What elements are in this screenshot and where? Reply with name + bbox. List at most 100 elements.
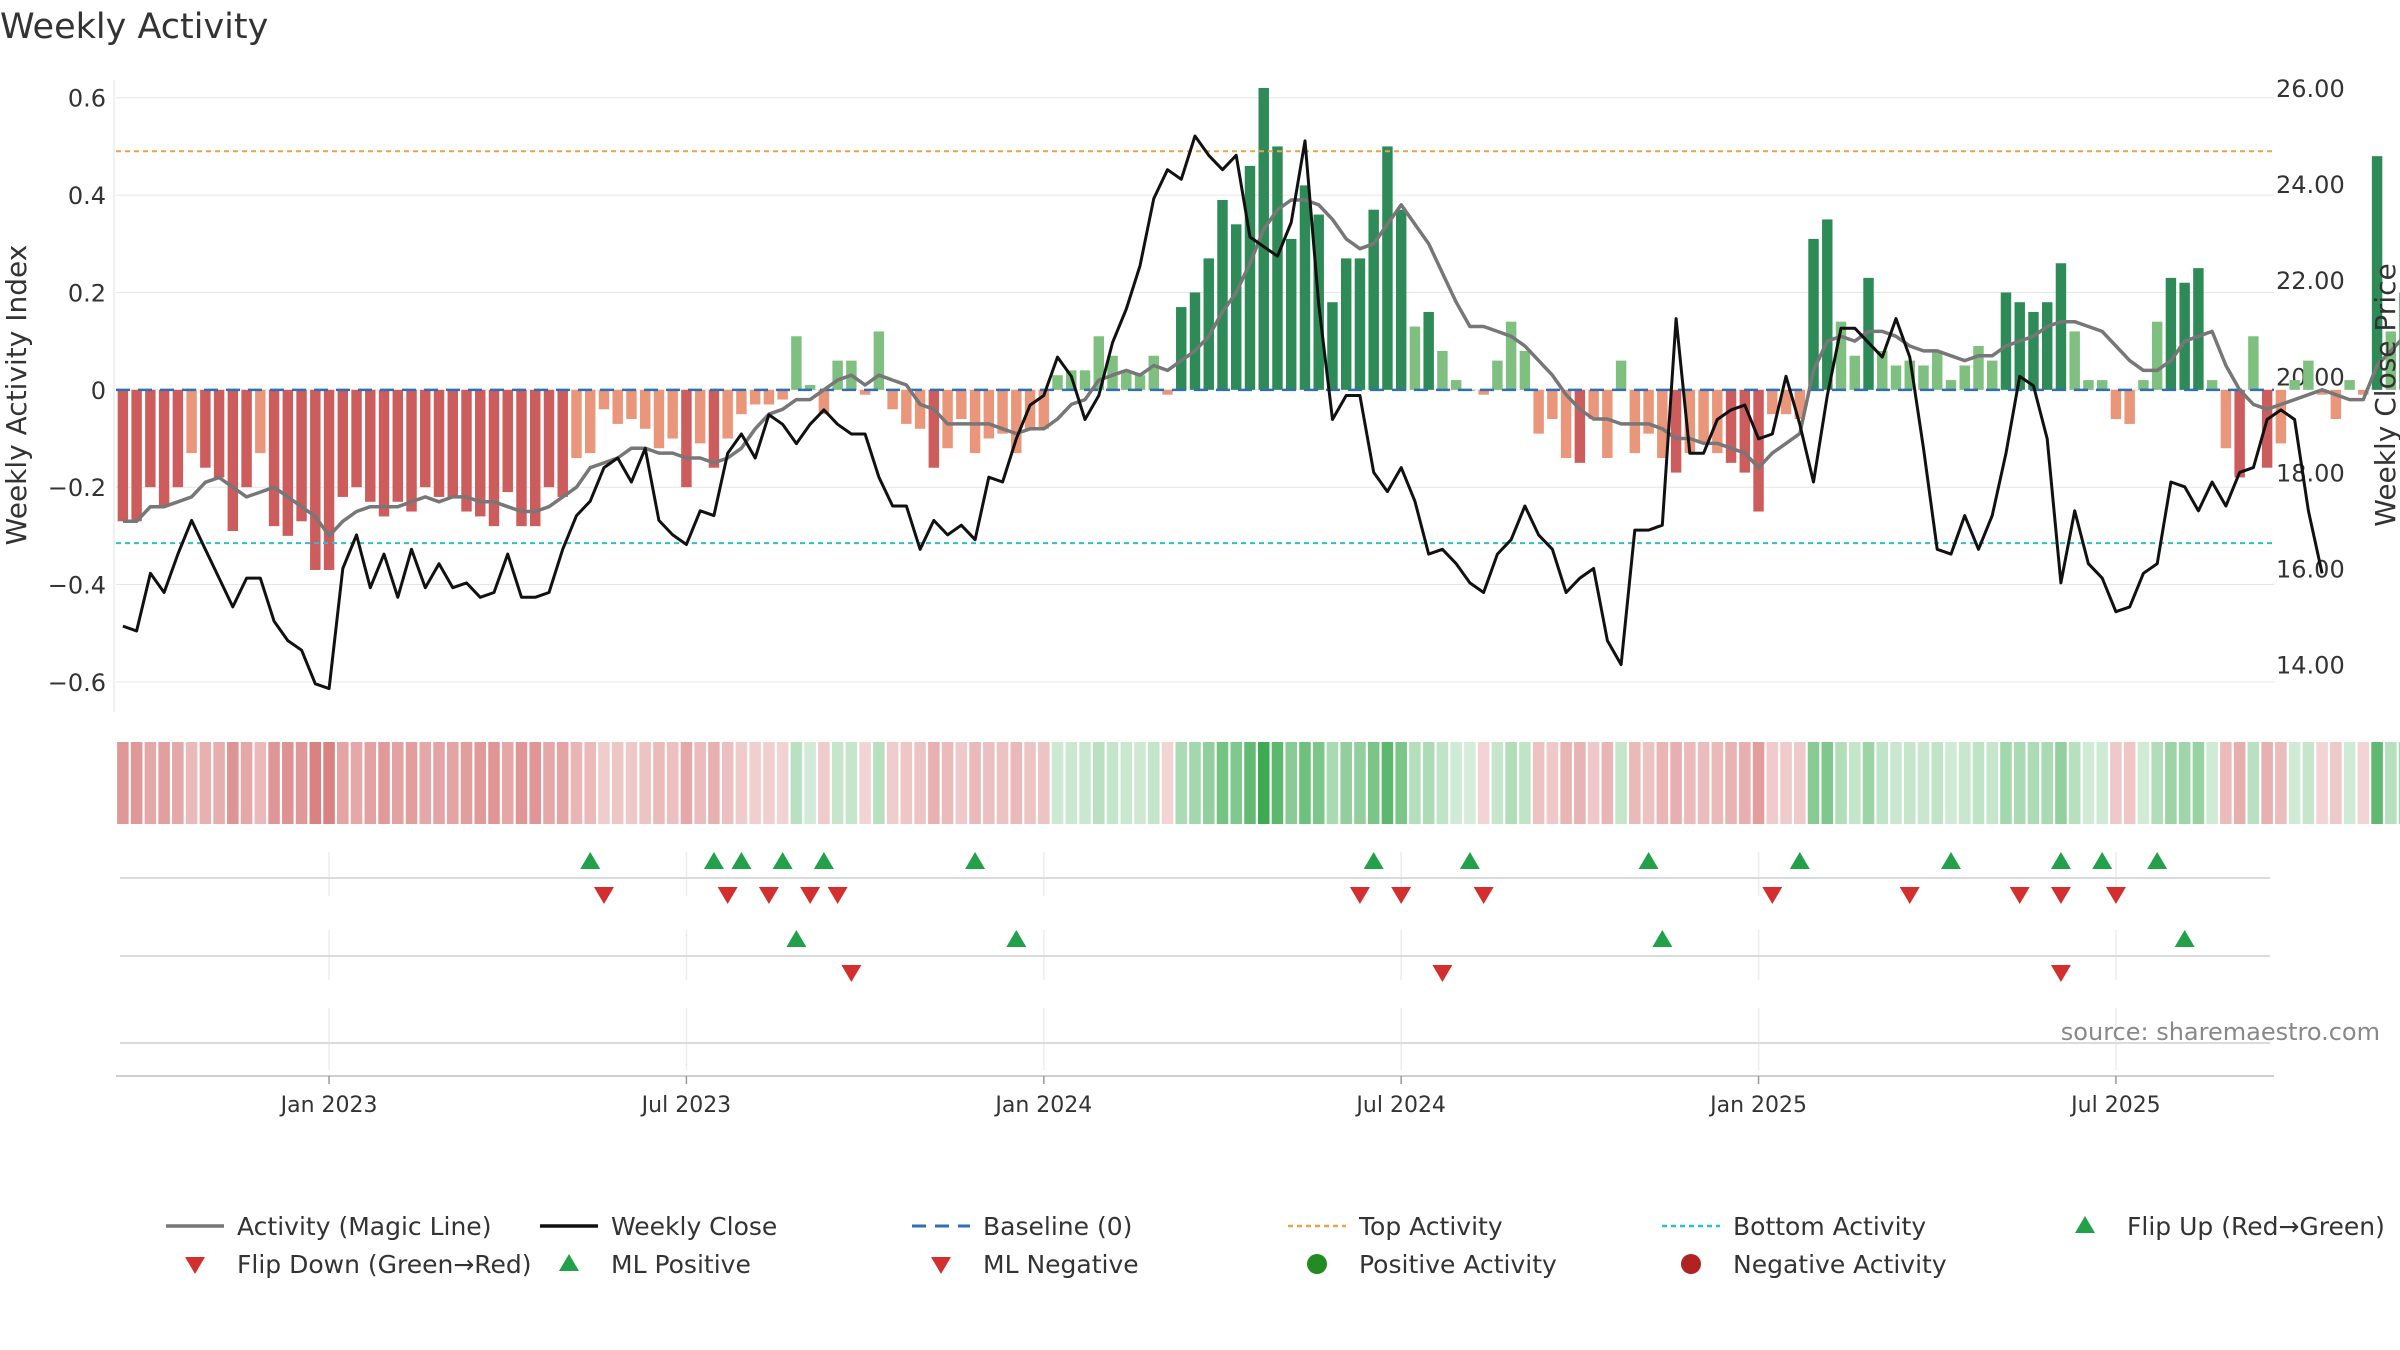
heat-cell xyxy=(818,742,830,824)
activity-bar xyxy=(2289,380,2300,390)
flip-down-marker xyxy=(800,887,821,904)
heat-cell xyxy=(831,742,844,824)
activity-bar xyxy=(2248,336,2259,390)
heat-cell xyxy=(928,742,940,824)
activity-bar xyxy=(956,389,967,420)
flip-up-marker xyxy=(1363,852,1384,869)
activity-bar xyxy=(2000,292,2012,390)
activity-bar xyxy=(598,389,610,410)
heat-cell xyxy=(1532,742,1545,824)
activity-bar xyxy=(516,389,527,527)
activity-bar xyxy=(818,389,830,415)
heat-cell xyxy=(1821,742,1834,824)
activity-bar xyxy=(1945,380,1957,390)
activity-bar xyxy=(2234,389,2245,478)
heat-cell xyxy=(1807,742,1820,824)
heat-cell xyxy=(639,742,651,824)
heat-cell xyxy=(1711,742,1724,824)
heat-cell xyxy=(405,742,418,824)
activity-bar xyxy=(749,389,761,405)
heat-cell xyxy=(378,742,390,824)
heat-cell xyxy=(735,742,748,824)
y-right-tick-label: 16.00 xyxy=(2276,555,2345,583)
activity-bar xyxy=(1285,238,1297,390)
heat-cell xyxy=(763,742,775,824)
activity-bar xyxy=(736,389,747,415)
chart-title: Weekly Activity xyxy=(0,7,268,47)
legend: Activity (Magic Line) Weekly Close Baselin… xyxy=(166,1212,2385,1279)
activity-bar xyxy=(543,389,555,488)
heat-cell xyxy=(584,742,596,824)
activity-bar xyxy=(117,389,129,522)
activity-bar xyxy=(722,389,733,439)
heat-cell xyxy=(2013,742,2026,824)
flip-down-marker xyxy=(1899,887,1920,904)
heat-cell xyxy=(1876,742,1889,824)
heat-cell xyxy=(1574,742,1586,824)
heat-cell xyxy=(1161,742,1174,824)
activity-bar xyxy=(1643,389,1654,434)
activity-bar xyxy=(241,389,252,488)
heat-cell xyxy=(460,742,473,824)
activity-bar xyxy=(763,389,775,405)
legend-swatch xyxy=(185,1257,205,1274)
heat-cell xyxy=(790,742,803,824)
heat-cell xyxy=(1051,742,1064,824)
ml-signal-panel xyxy=(120,930,2270,982)
activity-bar xyxy=(1052,375,1063,390)
flip-down-marker xyxy=(2009,887,2030,904)
heat-cell xyxy=(199,742,212,824)
heat-cell xyxy=(1216,742,1229,824)
activity-bar xyxy=(1176,307,1187,390)
heat-cell xyxy=(2178,742,2191,824)
activity-bar xyxy=(1162,389,1173,395)
heat-cell xyxy=(1835,742,1847,824)
y-left-tick-label: 0.2 xyxy=(68,279,106,307)
magic-line xyxy=(122,198,2400,538)
heat-cell xyxy=(1189,742,1201,824)
activity-bar xyxy=(255,389,266,454)
heat-cell xyxy=(1491,742,1504,824)
activity-bar xyxy=(557,389,568,497)
heat-cell xyxy=(2233,742,2246,824)
y-left-tick-label: 0.4 xyxy=(68,182,106,210)
heat-cell xyxy=(611,742,624,824)
activity-bar xyxy=(310,389,321,570)
activity-bar xyxy=(1602,389,1613,458)
heat-cell xyxy=(2357,742,2370,824)
flip-up-marker xyxy=(703,852,724,869)
activity-bar xyxy=(1231,224,1242,390)
heat-cell xyxy=(1615,742,1627,824)
heat-cell xyxy=(1381,742,1394,824)
y-right-tick-label: 26.00 xyxy=(2276,75,2345,103)
activity-bar xyxy=(901,389,912,424)
activity-bar xyxy=(2124,389,2135,424)
heat-cell xyxy=(2000,742,2012,824)
activity-bar xyxy=(2261,389,2273,468)
activity-bar xyxy=(227,389,239,532)
activity-bar xyxy=(1629,389,1641,454)
y-left-tick-label: 0 xyxy=(91,377,106,405)
heat-cell xyxy=(1903,742,1916,824)
heat-cell xyxy=(268,742,280,824)
heat-cell xyxy=(323,742,335,824)
activity-bar xyxy=(571,389,582,458)
activity-bar xyxy=(1148,355,1159,390)
activity-bar xyxy=(2179,282,2190,390)
heat-cell xyxy=(240,742,253,824)
flip-up-marker xyxy=(1638,852,1659,869)
activity-bar xyxy=(1890,365,1902,390)
weekly-close-line xyxy=(122,134,2324,691)
flip-up-marker xyxy=(1459,852,1480,869)
y-right-tick-label: 22.00 xyxy=(2276,267,2345,295)
heat-cell xyxy=(1670,742,1682,824)
activity-bar xyxy=(172,389,184,488)
flip-up-marker xyxy=(772,852,793,869)
heat-cell xyxy=(117,742,129,824)
heat-cell xyxy=(501,742,514,824)
legend-label: Weekly Close xyxy=(611,1212,777,1241)
x-tick-label: Jul 2025 xyxy=(2069,1093,2161,1118)
legend-label: Top Activity xyxy=(1358,1212,1503,1241)
heat-cell xyxy=(1642,742,1655,824)
